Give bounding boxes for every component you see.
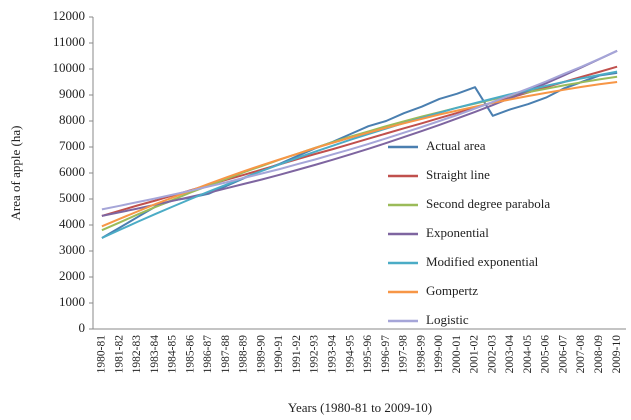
x-tick-label: 2002-03 xyxy=(486,335,498,374)
series-line xyxy=(101,70,618,239)
x-tick-label: 1980-81 xyxy=(96,335,108,374)
legend-label: Gompertz xyxy=(426,283,478,298)
y-tick-label: 0 xyxy=(79,320,86,335)
legend-label: Second degree parabola xyxy=(426,196,550,211)
series-line xyxy=(101,75,618,232)
x-tick-label: 1995-96 xyxy=(362,335,374,374)
x-tick-label: 1987-88 xyxy=(220,335,232,374)
legend-label: Logistic xyxy=(426,312,469,327)
x-axis-label: Years (1980-81 to 2009-10) xyxy=(288,400,432,415)
y-tick-label: 4000 xyxy=(59,216,85,231)
x-tick-label: 1996-97 xyxy=(380,335,392,374)
x-tick-label: 2003-04 xyxy=(504,335,516,374)
x-tick-label: 1986-87 xyxy=(202,335,214,374)
y-tick-label: 9000 xyxy=(59,86,85,101)
y-tick-label: 6000 xyxy=(59,164,85,179)
y-tick-label: 7000 xyxy=(59,138,85,153)
legend-label: Straight line xyxy=(426,167,490,182)
legend-label: Exponential xyxy=(426,225,489,240)
x-tick-label: 1984-85 xyxy=(167,335,179,374)
x-tick-label: 1997-98 xyxy=(398,335,410,374)
y-tick-label: 2000 xyxy=(59,268,85,283)
series-line xyxy=(101,49,618,211)
y-tick-label: 3000 xyxy=(59,242,85,257)
y-tick-label: 11000 xyxy=(53,34,85,49)
series-line xyxy=(101,71,618,239)
x-tick-label: 2000-01 xyxy=(451,335,463,374)
x-tick-label: 1991-92 xyxy=(291,335,303,374)
x-tick-label: 1994-95 xyxy=(344,335,356,374)
legend-label: Modified exponential xyxy=(426,254,539,269)
x-tick-label: 2001-02 xyxy=(469,335,481,374)
x-tick-label: 1989-90 xyxy=(255,335,267,374)
x-tick-label: 1990-91 xyxy=(273,335,285,374)
x-tick-label: 1983-84 xyxy=(149,335,161,374)
x-tick-label: 2009-10 xyxy=(611,335,623,374)
x-tick-label: 1999-00 xyxy=(433,335,445,374)
legend-label: Actual area xyxy=(426,138,486,153)
x-tick-label: 2008-09 xyxy=(593,335,605,374)
x-tick-label: 1985-86 xyxy=(184,335,196,374)
x-tick-label: 1992-93 xyxy=(309,335,321,374)
x-tick-label: 1982-83 xyxy=(131,335,143,374)
x-tick-label: 1998-99 xyxy=(415,335,427,374)
x-tick-label: 1988-89 xyxy=(238,335,250,374)
y-tick-label: 8000 xyxy=(59,112,85,127)
y-tick-label: 10000 xyxy=(53,60,86,75)
x-tick-label: 2005-06 xyxy=(540,335,552,374)
x-tick-label: 1993-94 xyxy=(326,335,338,374)
x-tick-label: 2004-05 xyxy=(522,335,534,374)
x-tick-label: 2007-08 xyxy=(575,335,587,374)
y-tick-label: 12000 xyxy=(53,8,86,23)
y-axis-label: Area of apple (ha) xyxy=(8,126,23,221)
x-tick-label: 1981-82 xyxy=(113,335,125,374)
y-tick-label: 1000 xyxy=(59,294,85,309)
y-tick-label: 5000 xyxy=(59,190,85,205)
x-tick-label: 2006-07 xyxy=(557,335,569,374)
